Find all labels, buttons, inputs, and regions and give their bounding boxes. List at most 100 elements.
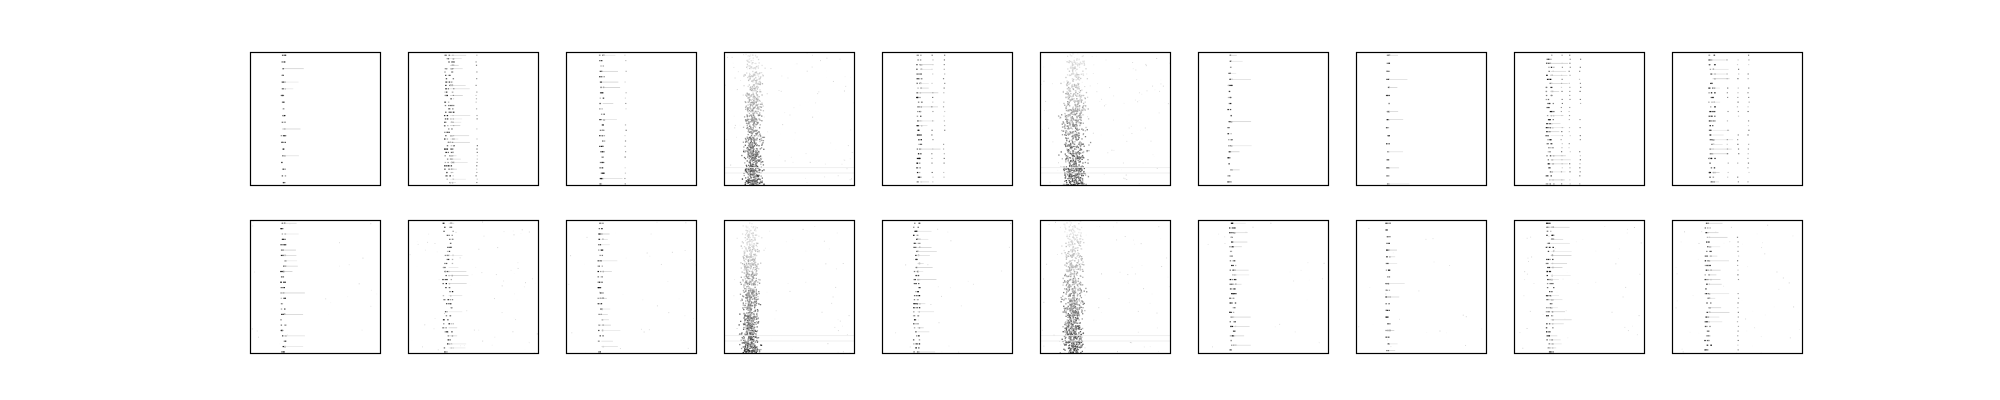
smear-cell [747,314,749,316]
smear-cell [750,181,752,184]
smear-cell [748,161,751,164]
stripe-cell [280,276,283,278]
smear-cell [752,301,754,304]
smear-cell [1076,266,1078,268]
smear-cell [1075,148,1077,150]
smear-cell [750,232,753,235]
stripe-cell [443,222,445,224]
side-cell [1569,106,1571,109]
side-cell [1569,90,1571,92]
side-cell [931,157,933,159]
side-cell [942,78,945,80]
smear-cell [1068,133,1071,135]
smear-cell [752,157,755,159]
artifact-line [724,172,855,174]
smear-cell [1083,171,1085,173]
smear-cell [1064,142,1067,144]
smear-cell [752,137,754,139]
noise-cell [494,263,496,265]
stripe-cell [444,155,446,157]
smear-cell [755,82,757,84]
panel-frame [723,51,856,187]
smear-cell [751,157,754,159]
stripe-cell [280,308,283,310]
smear-cell [1067,128,1069,130]
side-cell [1737,96,1739,98]
noise-cell [845,85,847,87]
smear-cell [1074,165,1077,168]
smear-cell [1068,145,1070,147]
smear-cell [757,175,760,178]
stripe-cell [915,295,918,297]
smear-cell [1078,167,1080,169]
smear-cell [751,179,753,181]
streak [1712,59,1726,61]
smear-cell [744,315,746,317]
streak [1388,119,1404,120]
noise-cell [684,249,686,251]
smear-cell [756,110,758,113]
noise-cell [515,319,517,321]
streak [919,120,935,122]
side-cell [475,101,477,103]
smear-cell [1082,106,1084,108]
smear-cell [754,234,757,236]
smear-cell [1072,70,1074,73]
smear-cell [1073,161,1075,163]
smear-cell [749,333,752,335]
smear-cell [1077,262,1079,264]
smear-cell [749,114,752,116]
stripe-cell [444,104,447,107]
noise-cell [756,317,758,319]
smear-cell [752,316,755,318]
stripe-cell [1386,94,1389,97]
smear-cell [743,276,745,278]
smear-cell [1069,152,1072,155]
smear-cell [753,332,755,334]
smear-cell [762,105,764,107]
smear-cell [755,316,757,318]
smear-cell [1084,109,1086,111]
smear-cell [1081,300,1083,302]
smear-cell [749,306,751,308]
smear-cell [1080,256,1083,258]
noise-cell [749,72,751,74]
smear-cell [1072,110,1074,112]
noise-cell [1124,144,1126,146]
smear-cell [1064,281,1066,283]
stripe-cell [916,335,918,337]
smear-cell [751,276,754,278]
stripe-cell [601,228,603,230]
smear-cell [747,296,749,298]
stripe-cell [450,104,452,107]
smear-cell [1072,175,1075,177]
smear-cell [744,150,747,152]
stripe-cell [913,303,915,305]
smear-cell [748,327,750,329]
smear-cell [744,234,747,236]
smear-cell [752,288,754,290]
smear-cell [1071,78,1074,80]
noise-cell [775,310,777,312]
noise-cell [727,267,729,269]
smear-cell [1078,99,1081,101]
streak [449,158,461,160]
stripe-cell [452,111,455,113]
smear-cell [754,96,757,98]
smear-cell [1081,165,1083,167]
smear-cell [1068,285,1070,287]
smear-cell [1067,156,1069,158]
smear-cell [1068,244,1071,246]
smear-cell [1076,122,1078,124]
smear-cell [750,75,753,77]
smear-cell [757,174,759,177]
noise-cell [597,321,599,323]
smear-cell [1078,164,1080,166]
noise-cell [1081,86,1083,88]
smear-cell [754,130,756,132]
smear-cell [744,346,747,348]
stripe-cell [450,151,453,154]
smear-cell [1064,124,1066,126]
stripe-cell [445,135,447,137]
smear-cell [753,117,756,119]
